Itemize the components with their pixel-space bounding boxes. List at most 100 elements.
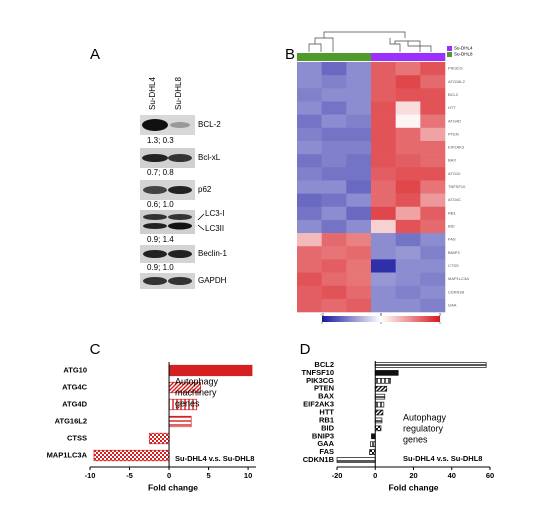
heatmap-cell	[420, 154, 446, 168]
heatmap-cell	[420, 272, 446, 286]
heatmap-cell	[395, 101, 421, 115]
bar	[370, 441, 376, 447]
heatmap-cell	[321, 259, 347, 273]
panel-letter: A	[90, 46, 100, 63]
band-label: BCL-2	[198, 120, 221, 129]
row-label: BNIP3	[448, 250, 460, 255]
heatmap-cell	[395, 206, 421, 221]
heatmap-cell	[371, 154, 396, 168]
heatmap-cell	[420, 114, 446, 129]
band-label: Beclin-1	[198, 249, 227, 258]
ratio: 0.7; 0.8	[147, 168, 174, 177]
heatmap-cell	[420, 285, 446, 300]
heatmap-cell	[395, 285, 421, 300]
heatmap-cell	[395, 193, 421, 208]
bar	[371, 433, 376, 440]
heatmap-cell	[371, 219, 396, 234]
heatmap-cell	[395, 88, 421, 102]
bar	[369, 449, 376, 455]
heatmap-cell	[321, 233, 347, 247]
heatmap-cell	[395, 233, 421, 247]
heatmap-cell	[395, 180, 421, 194]
heatmap-cell	[371, 233, 396, 247]
category-label: PTEN	[314, 384, 334, 393]
heatmap-cell	[321, 272, 347, 286]
heatmap-cell	[297, 285, 322, 300]
heatmap-cell	[346, 285, 372, 300]
heatmap-cell	[321, 285, 347, 300]
category-label: BCL2	[314, 360, 334, 369]
band-label: LC3-I	[205, 209, 225, 218]
heatmap-cell	[395, 219, 421, 234]
category-label: MAP1LC3A	[47, 450, 88, 459]
heatmap-cell	[321, 193, 347, 208]
x-tick-label: 60	[486, 471, 494, 480]
heatmap-cell	[346, 180, 372, 194]
heatmap-cell	[371, 62, 396, 76]
x-tick-label: -10	[85, 471, 96, 480]
row-label: HTT	[448, 105, 456, 110]
row-label: BID	[448, 224, 455, 229]
heatmap-cell	[297, 127, 322, 142]
heatmap-cell	[346, 140, 372, 155]
bar	[148, 432, 170, 445]
heatmap-cell	[395, 259, 421, 273]
heatmap-cell	[346, 193, 372, 208]
heatmap-cell	[346, 233, 372, 247]
heatmap-cell	[395, 127, 421, 142]
heatmap-cell	[420, 62, 446, 76]
x-tick-label: 20	[409, 471, 417, 480]
heatmap-cell	[346, 246, 372, 260]
row-label: ATG4D	[448, 118, 461, 123]
row-label: ATG4C	[448, 197, 461, 202]
heatmap-cell	[297, 193, 322, 208]
heatmap-cell	[371, 246, 396, 260]
band-label: Bcl-xL	[198, 153, 221, 162]
heatmap-cell	[371, 127, 396, 142]
heatmap-cell	[395, 298, 421, 313]
heatmap-cell	[420, 298, 446, 313]
heatmap-cell	[321, 62, 347, 76]
bar	[168, 364, 253, 377]
lane-label: Su-DHL8	[174, 77, 183, 110]
annotation: genes	[175, 398, 200, 408]
bar	[374, 409, 384, 416]
panel-letter: B	[285, 46, 295, 63]
row-label: FAS	[448, 237, 456, 242]
heatmap-cell	[420, 193, 446, 208]
bar	[374, 378, 391, 384]
heatmap-cell	[321, 101, 347, 115]
heatmap-cell	[371, 75, 396, 89]
row-label: MAP1LC3A	[448, 276, 469, 281]
heatmap-cell	[371, 193, 396, 208]
heatmap-cell	[321, 88, 347, 102]
bar	[374, 425, 382, 432]
heatmap-cell	[395, 114, 421, 129]
row-label: EIF2AK3	[448, 145, 465, 150]
bar	[168, 415, 192, 428]
heatmap-cell	[395, 62, 421, 76]
heatmap-cell	[420, 88, 446, 102]
colorbar-tick-label: 0	[380, 312, 383, 317]
heatmap-cell	[321, 140, 347, 155]
western-blot: Su-DHL4 Su-DHL8 BCL-2 1.3; 0.3 Bcl-xL 0.…	[140, 77, 227, 289]
legend-label: Su-DHL8	[454, 52, 473, 57]
heatmap-cell	[321, 246, 347, 260]
heatmap-cell	[420, 180, 446, 194]
category-label: BAX	[318, 392, 334, 401]
row-label: RB1	[448, 210, 457, 215]
heatmap-cell	[297, 140, 322, 155]
x-tick-label: 10	[244, 471, 252, 480]
category-label: CDKN1B	[303, 455, 335, 464]
category-label: EIF2AK3	[303, 400, 334, 409]
heatmap-cell	[420, 246, 446, 260]
heatmap-cell	[346, 62, 372, 76]
heatmap-cell	[371, 140, 396, 155]
category-label: ATG10	[63, 365, 87, 374]
heatmap-cell	[297, 272, 322, 286]
annotation: regulatory	[403, 423, 444, 433]
bar	[374, 362, 487, 368]
x-axis-label: Fold change	[388, 482, 438, 492]
bar	[93, 449, 170, 462]
heatmap-cell	[371, 285, 396, 300]
